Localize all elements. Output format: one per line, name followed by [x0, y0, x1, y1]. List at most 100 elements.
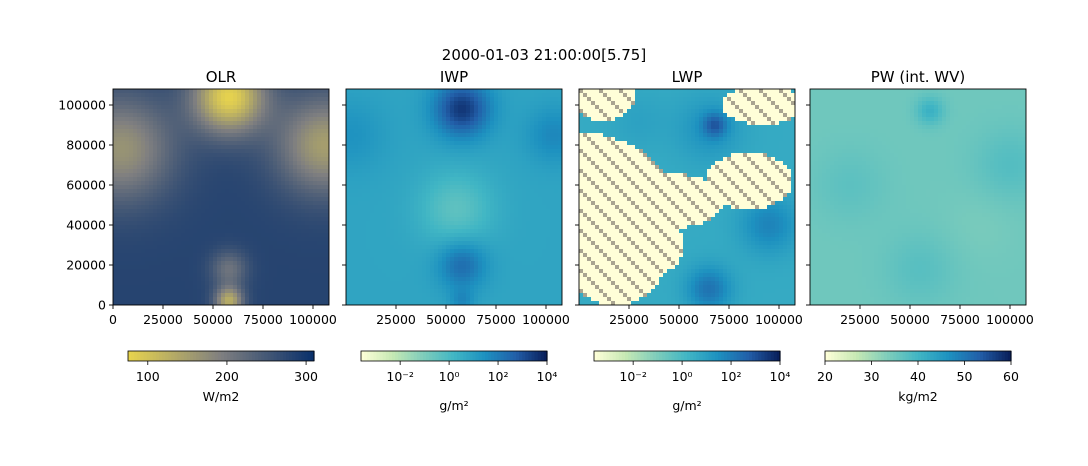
- heatmap-cell: [430, 125, 435, 130]
- heatmap-cell: [129, 297, 134, 302]
- heatmap-cell: [237, 285, 242, 290]
- heatmap-cell: [510, 125, 515, 130]
- heatmap-cell: [249, 149, 254, 154]
- heatmap-cell: [289, 253, 294, 258]
- heatmap-cell: [502, 157, 507, 162]
- heatmap-cell: [546, 153, 551, 158]
- heatmap-cell: [354, 157, 359, 162]
- heatmap-cell: [462, 161, 467, 166]
- heatmap-cell: [446, 229, 451, 234]
- heatmap-cell: [414, 153, 419, 158]
- heatmap-cell: [253, 117, 258, 122]
- heatmap-cell: [458, 229, 463, 234]
- heatmap-cell: [233, 133, 238, 138]
- heatmap-cell: [378, 157, 383, 162]
- heatmap-cell: [265, 153, 270, 158]
- heatmap-cell: [185, 273, 190, 278]
- heatmap-cell: [430, 101, 435, 106]
- heatmap-cell: [261, 201, 266, 206]
- heatmap-cell: [374, 97, 379, 102]
- heatmap-cell: [153, 145, 158, 150]
- heatmap-cell: [474, 137, 479, 142]
- heatmap-cell: [261, 245, 266, 250]
- heatmap-cell: [458, 233, 463, 238]
- heatmap-cell: [474, 129, 479, 134]
- heatmap-cell: [526, 101, 531, 106]
- heatmap-cell: [350, 225, 355, 230]
- heatmap-cell: [237, 273, 242, 278]
- heatmap-cell: [446, 181, 451, 186]
- heatmap-cell: [221, 161, 226, 166]
- heatmap-cell: [281, 157, 286, 162]
- heatmap-cell: [237, 277, 242, 282]
- heatmap-cell: [281, 109, 286, 114]
- heatmap-cell: [534, 141, 539, 146]
- heatmap-cell: [265, 201, 270, 206]
- heatmap-cell: [506, 137, 511, 142]
- heatmap-cell: [173, 133, 178, 138]
- heatmap-cell: [193, 261, 198, 266]
- heatmap-cell: [466, 173, 471, 178]
- heatmap-cell: [309, 157, 314, 162]
- heatmap-cell: [346, 149, 351, 154]
- heatmap-cell: [325, 233, 329, 238]
- heatmap-cell: [129, 205, 134, 210]
- heatmap-cell: [273, 113, 278, 118]
- heatmap-cell: [542, 173, 547, 178]
- heatmap-cell: [113, 189, 118, 194]
- heatmap-cell: [253, 89, 258, 94]
- heatmap-cell: [257, 185, 262, 190]
- heatmap-cell: [474, 93, 479, 98]
- heatmap-cell: [382, 233, 387, 238]
- heatmap-cell: [390, 121, 395, 126]
- heatmap-cell: [494, 153, 499, 158]
- heatmap-cell: [362, 121, 367, 126]
- heatmap-cell: [125, 133, 130, 138]
- heatmap-cell: [205, 269, 210, 274]
- heatmap-cell: [450, 213, 455, 218]
- heatmap-cell: [458, 201, 463, 206]
- heatmap-cell: [129, 185, 134, 190]
- heatmap-cell: [518, 113, 523, 118]
- heatmap-cell: [161, 89, 166, 94]
- heatmap-cell: [446, 105, 451, 110]
- heatmap-cell: [317, 273, 322, 278]
- heatmap-cell: [482, 125, 487, 130]
- heatmap-cell: [133, 141, 138, 146]
- heatmap-cell: [225, 121, 230, 126]
- heatmap-cell: [402, 153, 407, 158]
- heatmap-cell: [221, 121, 226, 126]
- heatmap-cell: [193, 149, 198, 154]
- heatmap-cell: [145, 177, 150, 182]
- heatmap-cell: [382, 181, 387, 186]
- heatmap-cell: [358, 129, 363, 134]
- heatmap-cell: [281, 233, 286, 238]
- heatmap-cell: [201, 109, 206, 114]
- heatmap-cell: [522, 149, 527, 154]
- heatmap-cell: [309, 185, 314, 190]
- heatmap-cell: [506, 201, 511, 206]
- heatmap-cell: [462, 165, 467, 170]
- heatmap-cell: [241, 249, 246, 254]
- heatmap-cell: [117, 193, 122, 198]
- heatmap-cell: [121, 241, 126, 246]
- heatmap-cell: [370, 201, 375, 206]
- heatmap-cell: [229, 217, 234, 222]
- heatmap-cell: [522, 221, 527, 226]
- heatmap-cell: [454, 125, 459, 130]
- heatmap-cell: [362, 213, 367, 218]
- heatmap-cell: [410, 213, 415, 218]
- heatmap-cell: [358, 173, 363, 178]
- heatmap-cell: [137, 253, 142, 258]
- heatmap-cell: [117, 237, 122, 242]
- heatmap-cell: [221, 217, 226, 222]
- heatmap-cell: [362, 229, 367, 234]
- heatmap-cell: [137, 109, 142, 114]
- heatmap-cell: [129, 157, 134, 162]
- heatmap-cell: [225, 241, 230, 246]
- heatmap-cell: [430, 197, 435, 202]
- heatmap-cell: [229, 89, 234, 94]
- heatmap-cell: [173, 157, 178, 162]
- heatmap-cell: [378, 113, 383, 118]
- heatmap-cell: [277, 105, 282, 110]
